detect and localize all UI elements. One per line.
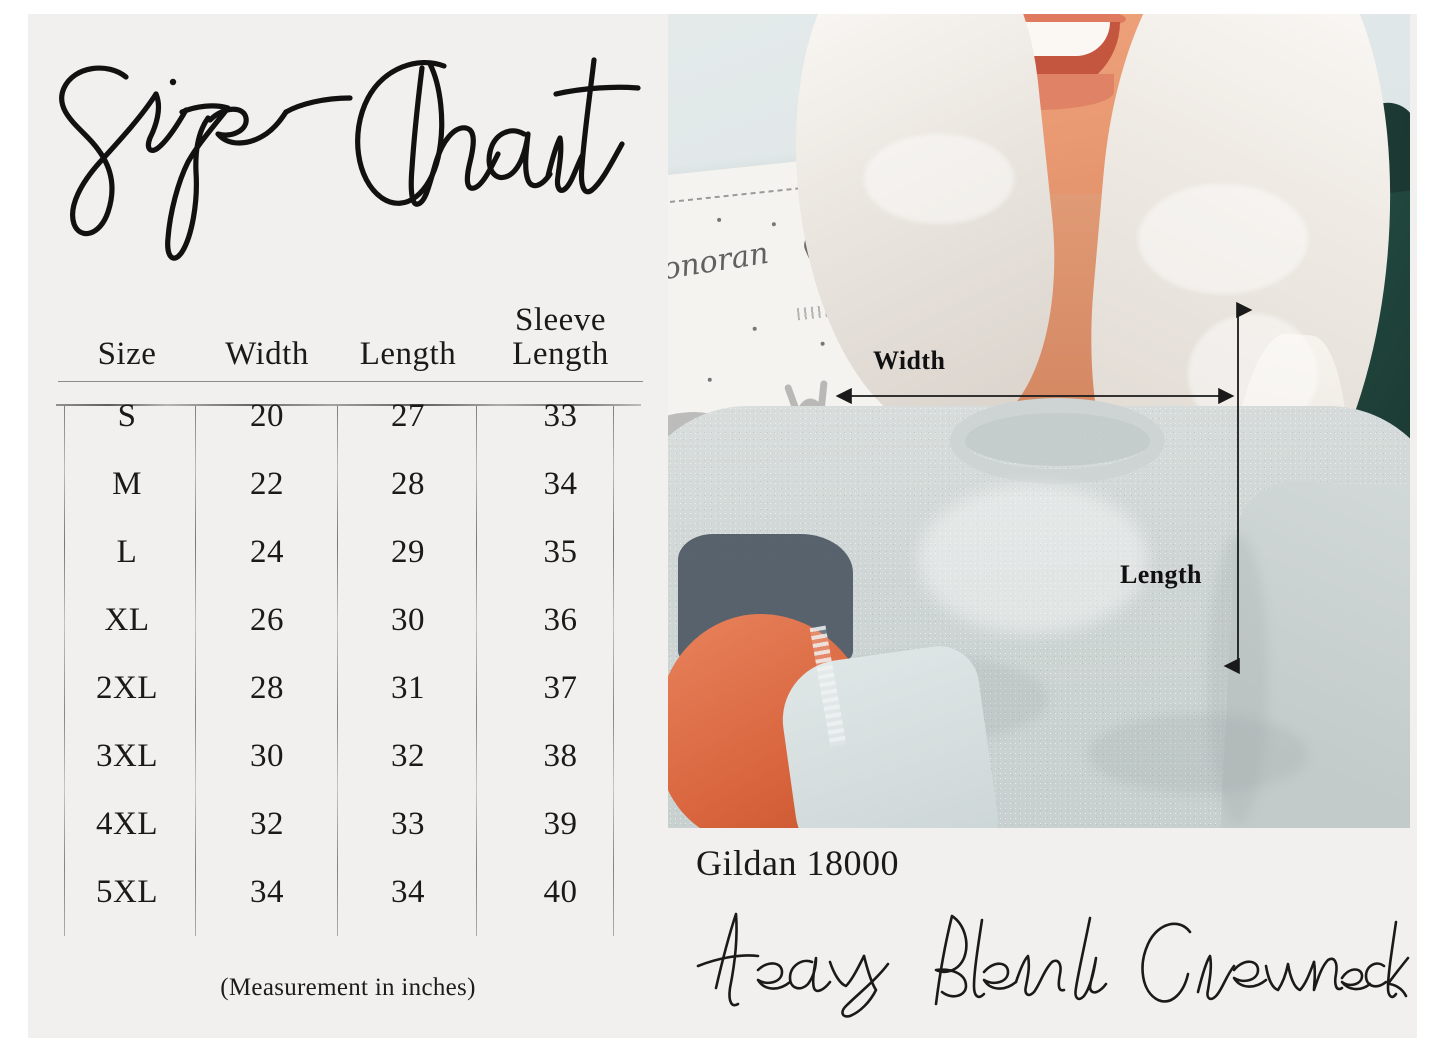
table-header-row: Size Width Length Sleeve Length (58, 302, 643, 382)
cell-length: 33 (391, 805, 425, 842)
cell-size: L (116, 533, 138, 570)
cell-width: 24 (250, 533, 284, 570)
product-name-script-svg: Heavy Blend Crewneck (696, 912, 1410, 1018)
cell-sleeve-length: 35 (543, 533, 578, 570)
table-row: 4XL 32 33 39 (58, 790, 643, 858)
column-header-size: Size (97, 335, 157, 372)
cell-length: 34 (391, 873, 425, 910)
cell-length: 27 (391, 397, 425, 434)
column-header-length: Length (359, 335, 457, 372)
product-photo: Sonoran (668, 14, 1410, 828)
cell-sleeve-length: 34 (543, 465, 578, 502)
width-annotation-label: Width (873, 346, 946, 375)
cell-sleeve-length: 36 (543, 601, 578, 638)
cell-width: 32 (250, 805, 284, 842)
right-panel: Sonoran (668, 14, 1417, 1038)
cell-width: 30 (250, 737, 284, 774)
cell-size: 3XL (96, 737, 158, 774)
length-annotation-label: Length (1120, 560, 1202, 589)
table-row: 2XL 28 31 37 (58, 654, 643, 722)
jeans-light-panel (775, 641, 1001, 828)
table-header-rule (56, 404, 641, 406)
size-table-wrap: Size Width Length Sleeve Length S (56, 302, 656, 944)
measurement-note: (Measurement in inches) (220, 974, 476, 1001)
table-row: S 20 27 33 (58, 382, 643, 451)
cell-length: 32 (391, 737, 425, 774)
cell-sleeve-length: 33 (543, 397, 578, 434)
table-row: L 24 29 35 (58, 518, 643, 586)
table-row: XL 26 30 36 (58, 586, 643, 654)
photo-scene: Sonoran (668, 14, 1410, 828)
cell-length: 31 (391, 669, 425, 706)
cell-length: 29 (391, 533, 425, 570)
cell-size: XL (104, 601, 150, 638)
cell-length: 28 (391, 465, 425, 502)
column-header-width: Width (225, 335, 309, 372)
cell-size: 5XL (96, 873, 158, 910)
table-row: 5XL 34 34 40 (58, 858, 643, 926)
cell-sleeve-length: 40 (543, 873, 578, 910)
poster-art-script: Sonoran (668, 235, 772, 291)
cell-size: 2XL (96, 669, 158, 706)
column-header-sleeve-length: Sleeve Length (478, 302, 643, 382)
cell-width: 26 (250, 601, 284, 638)
cell-width: 22 (250, 465, 284, 502)
product-name: Heavy Blend Crewneck (678, 896, 1418, 1026)
cell-width: 28 (250, 669, 284, 706)
cell-width: 34 (250, 873, 284, 910)
size-table-body: S 20 27 33 M 22 28 34 L (58, 382, 643, 927)
cell-sleeve-length: 39 (543, 805, 578, 842)
poster-card: Size Chart (28, 14, 1417, 1038)
product-style-number: Gildan 18000 (696, 843, 899, 883)
table-row: M 22 28 34 (58, 450, 643, 518)
cell-sleeve-length: 37 (543, 669, 578, 706)
sweatshirt-collar (950, 398, 1165, 484)
cell-width: 20 (250, 397, 284, 434)
column-header-sleeve-line2: Length (512, 335, 609, 372)
page-title: Size Chart (38, 42, 658, 292)
column-header-sleeve-line1: Sleeve (515, 302, 606, 338)
cell-sleeve-length: 38 (543, 737, 578, 774)
size-table: Size Width Length Sleeve Length S (58, 302, 643, 927)
left-panel: Size Chart (28, 14, 668, 1038)
table-row: 3XL 30 32 38 (58, 722, 643, 790)
cell-size: S (117, 397, 137, 434)
cell-length: 30 (391, 601, 425, 638)
cell-size: 4XL (96, 805, 158, 842)
size-table-head: Size Width Length Sleeve Length (58, 302, 643, 382)
title-script-svg: Size Chart (59, 57, 641, 261)
cell-size: M (112, 465, 142, 502)
